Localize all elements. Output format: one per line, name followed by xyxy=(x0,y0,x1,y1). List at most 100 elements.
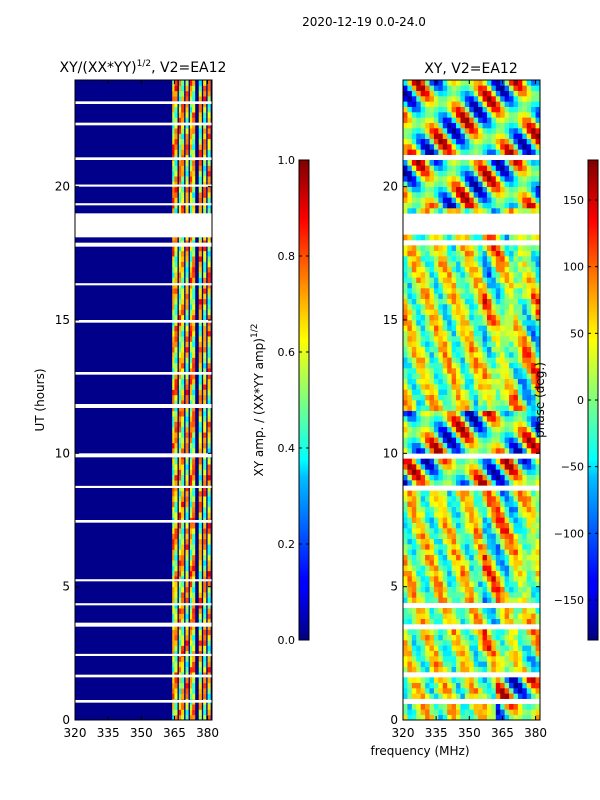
phase-cell xyxy=(491,613,497,619)
phase-cell xyxy=(425,544,430,550)
phase-cell xyxy=(407,186,413,193)
phase-cell xyxy=(531,613,536,619)
amplitude-cell xyxy=(192,341,196,348)
phase-cell xyxy=(425,309,430,315)
phase-cell xyxy=(509,336,514,342)
amplitude-cell xyxy=(207,464,211,470)
amplitude-cell xyxy=(174,410,178,417)
amplitude-cell xyxy=(172,144,176,150)
amplitude-cell xyxy=(207,293,211,300)
phase-cell xyxy=(531,693,536,699)
phase-cell xyxy=(411,85,417,91)
amplitude-cell xyxy=(203,458,207,465)
phase-cell xyxy=(517,352,523,358)
phase-cell xyxy=(420,442,426,449)
phase-cell xyxy=(416,256,421,262)
phase-cell xyxy=(478,480,483,486)
phase-cell xyxy=(535,714,540,720)
phase-cell xyxy=(504,618,510,625)
phase-cell xyxy=(447,117,452,123)
phase-cell xyxy=(500,570,505,577)
phase-cell xyxy=(495,320,501,326)
phase-cell xyxy=(438,517,444,523)
phase-cell xyxy=(411,544,417,550)
phase-cell xyxy=(517,389,523,395)
phase-cell xyxy=(403,293,408,299)
phase-cell xyxy=(411,666,417,673)
phase-cell xyxy=(473,512,479,518)
phase-cell xyxy=(447,336,452,342)
phase-cell xyxy=(456,277,461,283)
phase-cell xyxy=(535,325,540,331)
phase-cell xyxy=(500,645,505,651)
amplitude-cell xyxy=(181,565,185,572)
amplitude-cell xyxy=(185,320,189,326)
phase-cell xyxy=(420,192,426,198)
phase-cell xyxy=(456,192,461,198)
phase-cell xyxy=(433,320,439,326)
phase-cell xyxy=(420,634,426,641)
phase-cell xyxy=(429,421,435,427)
phase-cell xyxy=(460,133,466,139)
phase-cell xyxy=(526,709,532,715)
phase-cell xyxy=(535,122,540,129)
phase-cell xyxy=(416,138,421,145)
phase-cell xyxy=(464,544,470,550)
phase-cell xyxy=(504,490,510,497)
phase-cell xyxy=(407,693,413,699)
amplitude-cell xyxy=(189,490,193,497)
phase-cell xyxy=(433,288,439,294)
phase-cell xyxy=(433,112,439,118)
amplitude-cell xyxy=(189,565,193,572)
amplitude-cell xyxy=(181,96,185,102)
phase-cell xyxy=(460,330,466,337)
phase-cell xyxy=(407,426,413,433)
phase-cell xyxy=(403,362,408,369)
amplitude-cell xyxy=(189,122,193,129)
phase-cell xyxy=(438,661,444,667)
phase-cell xyxy=(464,597,470,603)
phase-cell xyxy=(473,496,479,502)
phase-cell xyxy=(504,586,510,593)
amplitude-cell xyxy=(189,160,193,166)
phase-cell xyxy=(495,464,501,470)
amplitude-cell xyxy=(203,474,207,481)
phase-cell xyxy=(522,410,528,417)
phase-cell xyxy=(460,362,466,369)
phase-cell xyxy=(509,640,514,646)
phase-cell xyxy=(522,458,528,465)
phase-cell xyxy=(442,96,448,102)
phase-cell xyxy=(429,682,435,689)
y-tick-label: 5 xyxy=(62,580,70,594)
phase-cell xyxy=(425,576,430,582)
phase-cell xyxy=(451,346,457,353)
phase-cell xyxy=(500,181,505,187)
amplitude-cell xyxy=(185,208,189,214)
phase-cell xyxy=(460,90,466,97)
phase-cell xyxy=(517,576,523,582)
phase-cell xyxy=(433,693,439,699)
amplitude-cell xyxy=(189,90,193,97)
phase-cell xyxy=(464,576,470,582)
amplitude-cell xyxy=(174,704,178,710)
phase-cell xyxy=(526,309,532,315)
amplitude-cell xyxy=(198,576,202,582)
phase-cell xyxy=(531,544,536,550)
phase-cell xyxy=(411,117,417,123)
phase-cell xyxy=(504,346,510,353)
phase-cell xyxy=(420,320,426,326)
amplitude-cell xyxy=(207,144,211,150)
phase-cell xyxy=(464,165,470,171)
phase-cell xyxy=(442,437,448,443)
amplitude-cell xyxy=(178,437,182,444)
phase-cell xyxy=(429,325,435,331)
phase-cell xyxy=(429,138,435,145)
phase-cell xyxy=(469,634,475,641)
amplitude-cell xyxy=(178,634,182,641)
colorbar-tick-label: 0 xyxy=(577,394,584,407)
amplitude-cell xyxy=(178,426,182,433)
phase-cell xyxy=(513,442,519,449)
phase-cell xyxy=(469,640,475,646)
phase-cell xyxy=(531,512,536,518)
phase-cell xyxy=(460,250,466,257)
